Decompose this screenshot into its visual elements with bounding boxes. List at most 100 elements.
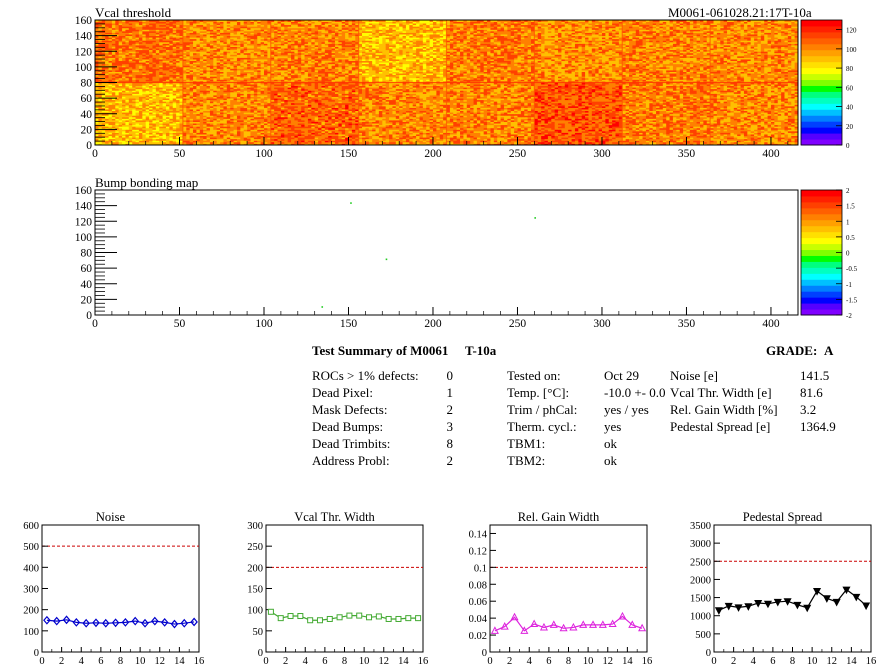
y-tick-label: 400 — [23, 563, 39, 574]
x-tick-label: 12 — [155, 656, 166, 667]
pedestal-spread-chart: Pedestal Spread 0 500 1000 1500 2000 2500 3000 3… — [690, 510, 876, 667]
y-tick-label: 500 — [695, 630, 711, 641]
x-tick-label: 10 — [583, 656, 594, 667]
y-tick-label: 0.14 — [469, 529, 488, 540]
data-point — [336, 614, 343, 621]
summary-label: Dead Trimbits: — [312, 436, 391, 451]
test-summary: Test Summary of M0061 T-10a GRADE: A ROC… — [0, 340, 896, 470]
data-point — [121, 617, 130, 627]
dead-bump-point — [534, 217, 536, 219]
x-tick-label: 6 — [546, 656, 551, 667]
series-line — [494, 615, 643, 632]
y-tick-label: 160 — [75, 15, 93, 27]
colorbar-tick-label: 2 — [846, 187, 850, 195]
data-point — [852, 593, 861, 602]
summary-label: TBM2: — [507, 453, 546, 468]
x-tick-label: 14 — [174, 656, 185, 667]
colorbar-tick-label: -1 — [846, 281, 852, 289]
colorbar-tick-label: 0.5 — [846, 234, 855, 242]
x-tick-label: 0 — [263, 656, 268, 667]
y-tick-label: 3000 — [690, 539, 711, 550]
x-tick-label: 100 — [255, 148, 273, 160]
x-tick-label: 6 — [770, 656, 775, 667]
x-tick-label: 8 — [566, 656, 571, 667]
x-tick-label: 12 — [603, 656, 614, 667]
y-tick-label: 200 — [23, 606, 39, 617]
y-tick-label: 100 — [23, 627, 39, 638]
data-point — [754, 600, 763, 608]
data-point — [579, 620, 588, 628]
x-tick-label: 300 — [593, 318, 611, 330]
y-tick-label: 250 — [247, 542, 263, 553]
colorbar-tick-label: 120 — [846, 27, 857, 35]
data-point — [569, 622, 578, 631]
summary-value: yes / yes — [604, 402, 649, 417]
y-tick-label: 0 — [482, 648, 487, 659]
y-tick-label: 0 — [258, 648, 263, 659]
x-tick-label: 8 — [118, 656, 123, 667]
y-tick-label: 50 — [253, 627, 264, 638]
data-point — [773, 598, 782, 607]
y-tick-label: 120 — [75, 46, 93, 58]
series-line — [270, 611, 419, 621]
data-point — [500, 622, 509, 630]
summary-value: 8 — [446, 436, 454, 451]
summary-value: 141.5 — [800, 368, 830, 383]
data-point — [812, 588, 822, 596]
data-point — [62, 615, 71, 625]
data-point — [618, 611, 627, 620]
data-point — [170, 619, 179, 629]
summary-value: -10.0 +- 0.0 — [604, 385, 666, 400]
summary-label: Noise [e] — [670, 368, 719, 383]
y-tick-label: 40 — [81, 279, 93, 291]
x-tick-label: 0 — [92, 318, 98, 330]
data-point — [744, 603, 753, 611]
x-tick-label: 10 — [359, 656, 370, 667]
y-tick-label: 300 — [23, 585, 39, 596]
x-tick-label: 10 — [807, 656, 818, 667]
colorbar-tick-label: -2 — [846, 312, 852, 320]
x-tick-label: 300 — [593, 148, 611, 160]
x-tick-label: 16 — [418, 656, 429, 667]
summary-label: Tested on: — [507, 368, 561, 383]
x-tick-label: 0 — [487, 656, 492, 667]
data-point — [724, 602, 733, 611]
series-line — [718, 588, 867, 611]
summary-value: 3 — [446, 419, 454, 434]
data-point — [608, 619, 617, 628]
summary-label: TBM1: — [507, 436, 546, 451]
noise-chart: Noise 0 100 200 300 400 500 600 0 2 4 6 8 10 12 14 16 — [23, 510, 204, 667]
colorbar-tick-label: 80 — [846, 65, 854, 73]
data-point — [131, 616, 140, 626]
x-tick-label: 150 — [340, 318, 358, 330]
x-tick-label: 400 — [762, 148, 780, 160]
vcal-threshold-heatmap: Vcal threshold 0 20 40 60 80 100 120 140 160 0 50 10… — [75, 5, 857, 160]
x-tick-label: 12 — [827, 656, 838, 667]
colorbar-tick-label: 60 — [846, 84, 854, 92]
x-tick-label: 10 — [135, 656, 146, 667]
summary-value: Oct 29 — [604, 368, 640, 383]
data-point — [346, 612, 353, 619]
data-point — [588, 620, 598, 628]
x-tick-label: 2 — [507, 656, 512, 667]
data-point — [43, 615, 51, 625]
y-tick-label: 150 — [247, 585, 263, 596]
y-tick-label: 140 — [75, 201, 93, 213]
x-tick-label: 4 — [527, 656, 533, 667]
x-tick-label: 150 — [340, 148, 358, 160]
data-point — [539, 622, 549, 631]
plot-frame — [265, 524, 424, 653]
x-tick-label: 100 — [255, 318, 273, 330]
grade-value: A — [824, 343, 834, 358]
heatmap-points — [321, 202, 536, 308]
data-point — [395, 615, 402, 622]
summary-value: yes — [604, 419, 622, 434]
y-tick-label: 0 — [34, 648, 39, 659]
summary-value: 0 — [446, 368, 454, 383]
data-point — [793, 601, 802, 610]
colorbar-frame — [800, 19, 843, 146]
summary-label: ROCs > 1% defects: — [312, 368, 419, 383]
data-point — [366, 614, 373, 621]
data-point — [405, 615, 412, 622]
